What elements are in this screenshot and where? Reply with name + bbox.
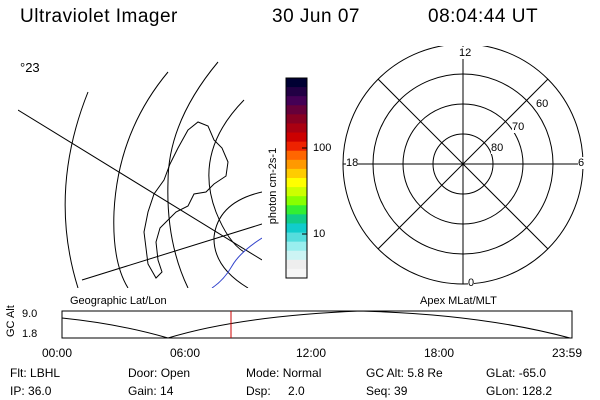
dsp-label: Dsp: — [246, 384, 271, 398]
observation-time: 08:04:44 UT — [428, 6, 539, 27]
lat-label-70: 70 — [512, 121, 525, 133]
lat-label-60: 60 — [536, 98, 549, 110]
colorbar-band — [286, 187, 307, 197]
time-tick-2359: 23:59 — [552, 346, 583, 360]
door-info: Door: Open — [128, 366, 190, 380]
colorbar-band — [286, 132, 307, 143]
mode-info: Mode: Normal — [246, 366, 321, 380]
colorbar-unit-label: photon cm-2s-1 — [267, 148, 279, 224]
ip-label: IP: — [10, 384, 25, 398]
corner-label: °23 — [20, 60, 40, 75]
filter-value: LBHL — [30, 366, 61, 380]
glat-value: -65.0 — [518, 366, 547, 380]
colorbar-tick-100: 100 — [313, 142, 332, 154]
altitude-frame — [61, 310, 573, 339]
latitude-arc — [167, 61, 219, 288]
colorbar-band — [286, 78, 307, 88]
colorbar-frame — [285, 77, 308, 279]
polar-caption: Apex MLat/MLT — [420, 295, 497, 307]
colorbar-band — [286, 150, 307, 161]
ip-value: 36.0 — [28, 384, 52, 398]
altitude-ytick-max: 9.0 — [22, 308, 38, 320]
colorbar-band — [286, 223, 307, 234]
gc-altitude-info: GC Alt: 5.8 Re — [366, 366, 443, 380]
altitude-ylabel: GC Alt — [5, 305, 17, 337]
time-tick-1800: 18:00 — [424, 346, 455, 360]
longitude-line — [81, 223, 262, 281]
glat-label: GLat: — [486, 366, 516, 380]
gc-altitude-value: 5.8 Re — [407, 366, 443, 380]
mlt-label-12: 12 — [459, 47, 472, 59]
geographic-map: °23 — [18, 60, 262, 288]
gain-value: 14 — [160, 384, 174, 398]
time-tick-0000: 00:00 — [42, 346, 73, 360]
gc-altitude-label: GC Alt: — [366, 366, 405, 380]
observation-date: 30 Jun 07 — [272, 6, 360, 27]
sequence-label: Seq: — [366, 384, 391, 398]
filter-label: Flt: — [10, 366, 27, 380]
mode-label: Mode: — [246, 366, 280, 380]
colorbar-band — [286, 178, 307, 188]
gain-info: Gain: 14 — [128, 384, 173, 398]
app-title: Ultraviolet Imager — [20, 6, 178, 27]
altitude-plot — [61, 310, 573, 339]
sequence-info: Seq: 39 — [366, 384, 407, 398]
latitude-arc — [64, 91, 89, 288]
colorbar-band — [286, 87, 307, 97]
colorbar-band — [286, 196, 307, 206]
mlt-label-0: 0 — [468, 277, 475, 289]
colorbar-band — [286, 141, 307, 152]
terminator-line — [211, 237, 262, 288]
door-label: Door: — [128, 366, 158, 380]
gain-label: Gain: — [128, 384, 157, 398]
mode-value: Normal — [282, 366, 322, 380]
colorbar-band — [286, 159, 307, 170]
glon-value: 128.2 — [522, 384, 553, 398]
dsp-value: 2.0 — [288, 384, 305, 398]
glon-info: GLon: 128.2 — [486, 384, 552, 398]
colorbar-band — [286, 214, 307, 224]
sequence-value: 39 — [394, 384, 408, 398]
ip-info: IP: 36.0 — [10, 384, 51, 398]
colorbar-band — [286, 105, 307, 115]
dsp-info: Dsp: 2.0 — [246, 384, 305, 398]
colorbar-band — [286, 114, 307, 124]
colorbar-band — [286, 241, 307, 252]
latitude-arc — [113, 71, 169, 288]
colorbar-band — [286, 259, 307, 270]
mlt-label-6: 6 — [578, 157, 585, 169]
colorbar: photon cm-2s-1 — [267, 77, 308, 279]
glat-info: GLat: -65.0 — [486, 366, 546, 380]
polar-grid — [342, 46, 584, 285]
colorbar-band — [286, 168, 307, 179]
time-tick-1200: 12:00 — [296, 346, 327, 360]
coastline — [143, 121, 229, 279]
altitude-curve — [61, 310, 571, 339]
filter-info: Flt: LBHL — [10, 366, 60, 380]
colorbar-band — [286, 205, 307, 215]
colorbar-band — [286, 123, 307, 134]
altitude-ytick-min: 1.8 — [22, 328, 38, 340]
colorbar-tick-10: 10 — [313, 228, 326, 240]
time-tick-0600: 06:00 — [170, 346, 201, 360]
colorbar-band — [286, 250, 307, 261]
lat-label-80: 80 — [491, 142, 504, 154]
geographic-caption: Geographic Lat/Lon — [70, 295, 167, 307]
mlt-diagonal — [377, 78, 549, 250]
glon-label: GLon: — [486, 384, 519, 398]
door-value: Open — [160, 366, 191, 380]
mlt-label-18: 18 — [346, 157, 359, 169]
colorbar-band — [286, 232, 307, 243]
colorbar-band — [286, 96, 307, 106]
longitude-line — [18, 109, 262, 261]
colorbar-band — [286, 268, 307, 279]
latitude-arc — [213, 191, 262, 288]
